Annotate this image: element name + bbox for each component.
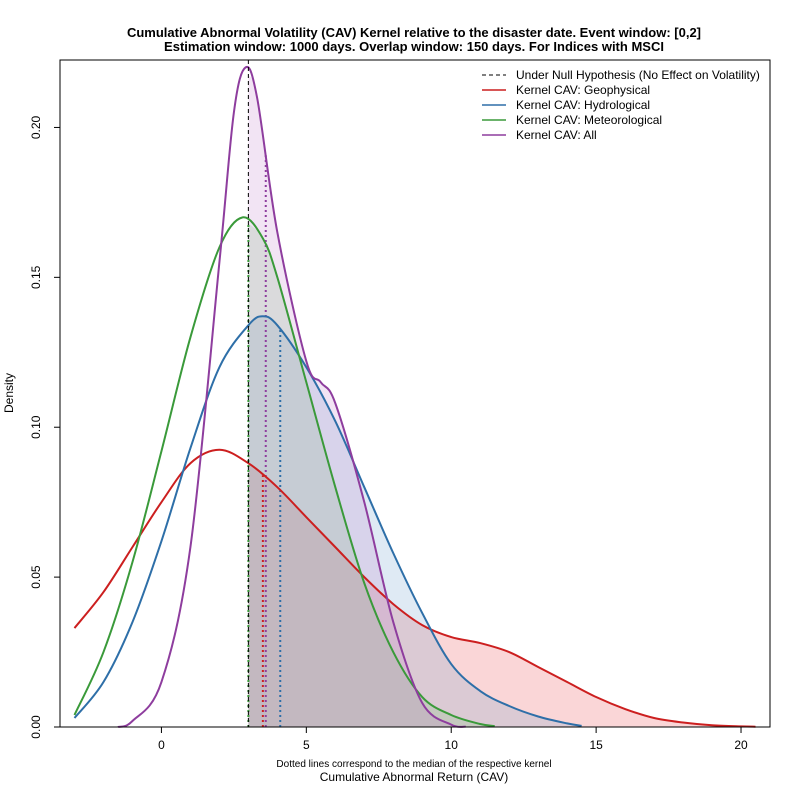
chart-subtitle: Estimation window: 1000 days. Overlap wi… <box>164 39 664 54</box>
chart-title: Cumulative Abnormal Volatility (CAV) Ker… <box>127 25 701 40</box>
x-tick-label: 15 <box>589 738 603 752</box>
legend-label: Kernel CAV: Geophysical <box>516 83 650 97</box>
y-axis-label: Density <box>2 373 16 413</box>
kernel-fills <box>248 74 756 728</box>
legend: Under Null Hypothesis (No Effect on Vola… <box>482 68 760 142</box>
fill-area-all <box>248 74 466 728</box>
kernel-curves <box>73 65 756 728</box>
y-axis: 0.00 0.05 0.10 0.15 0.20 <box>29 115 60 739</box>
legend-label: Kernel CAV: Meteorological <box>516 113 662 127</box>
y-tick-label: 0.20 <box>29 115 43 139</box>
x-axis: 0 5 10 15 20 <box>158 727 748 752</box>
plot-frame <box>59 59 771 728</box>
y-tick-label: 0.05 <box>29 565 43 589</box>
y-tick-label: 0.15 <box>29 265 43 289</box>
legend-label: Kernel CAV: All <box>516 128 597 142</box>
legend-label: Under Null Hypothesis (No Effect on Vola… <box>516 68 760 82</box>
x-tick-label: 5 <box>303 738 310 752</box>
x-tick-label: 10 <box>445 738 459 752</box>
kernel-curve-all <box>117 65 466 728</box>
y-tick-label: 0.00 <box>29 715 43 739</box>
fill-area-meteorological <box>248 223 495 727</box>
x-axis-note: Dotted lines correspond to the median of… <box>276 759 551 770</box>
x-tick-label: 0 <box>158 738 165 752</box>
kernel-curve-geophysical <box>73 448 756 728</box>
y-tick-label: 0.10 <box>29 415 43 439</box>
x-axis-label: Cumulative Abnormal Return (CAV) <box>320 770 509 784</box>
legend-label: Kernel CAV: Hydrological <box>516 98 650 112</box>
x-tick-label: 20 <box>734 738 748 752</box>
fill-area-geophysical <box>248 463 756 727</box>
kernel-curve-hydrological <box>73 315 582 727</box>
kernel-curve-meteorological <box>73 216 495 728</box>
fill-area-hydrological <box>248 316 582 727</box>
